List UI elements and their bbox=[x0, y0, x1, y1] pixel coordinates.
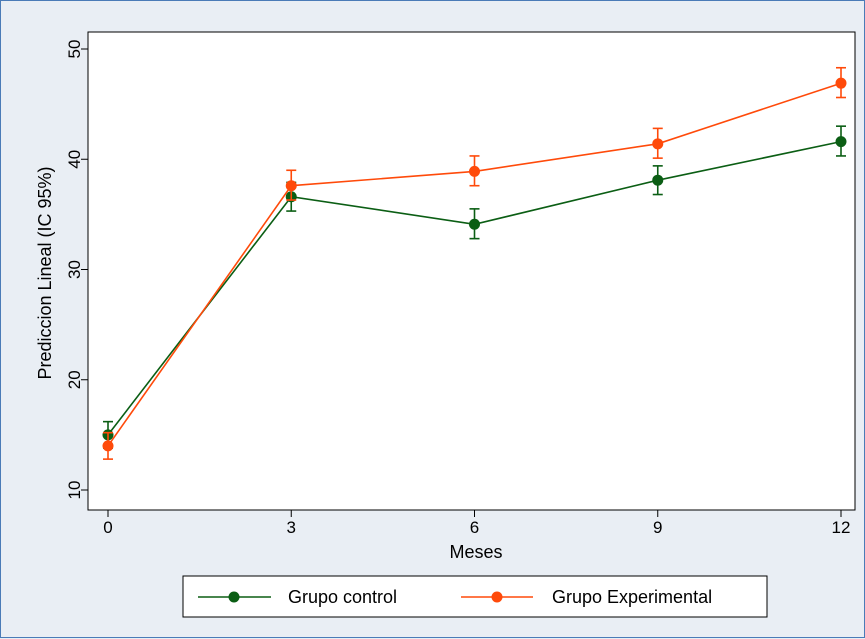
legend-swatch-marker-experimental bbox=[491, 591, 503, 603]
y-tick-label: 20 bbox=[65, 370, 84, 389]
x-tick-label: 3 bbox=[287, 518, 296, 537]
legend-swatch-marker-control bbox=[228, 591, 240, 603]
y-axis-title: Prediccion Lineal (IC 95%) bbox=[35, 166, 55, 379]
data-point-experimental bbox=[285, 180, 297, 192]
data-point-control bbox=[652, 174, 664, 186]
x-tick-label: 0 bbox=[103, 518, 112, 537]
x-axis-title: Meses bbox=[449, 542, 502, 562]
plot-area bbox=[87, 31, 856, 511]
data-point-control bbox=[835, 136, 847, 148]
legend-label-control: Grupo control bbox=[288, 587, 397, 607]
y-tick-label: 10 bbox=[65, 481, 84, 500]
legend: Grupo control Grupo Experimental bbox=[182, 575, 768, 618]
y-tick-label: 50 bbox=[65, 40, 84, 59]
series-experimental bbox=[102, 66, 847, 460]
data-point-experimental bbox=[652, 138, 664, 150]
y-tick-label: 30 bbox=[65, 260, 84, 279]
data-point-experimental bbox=[102, 440, 114, 452]
data-point-experimental bbox=[835, 77, 847, 89]
x-tick-label: 12 bbox=[832, 518, 851, 537]
y-tick-label: 40 bbox=[65, 150, 84, 169]
data-point-experimental bbox=[469, 165, 480, 177]
legend-label-experimental: Grupo Experimental bbox=[552, 587, 712, 607]
x-tick-label: 9 bbox=[653, 518, 662, 537]
data-point-control bbox=[469, 218, 480, 230]
x-tick-label: 6 bbox=[470, 518, 479, 537]
